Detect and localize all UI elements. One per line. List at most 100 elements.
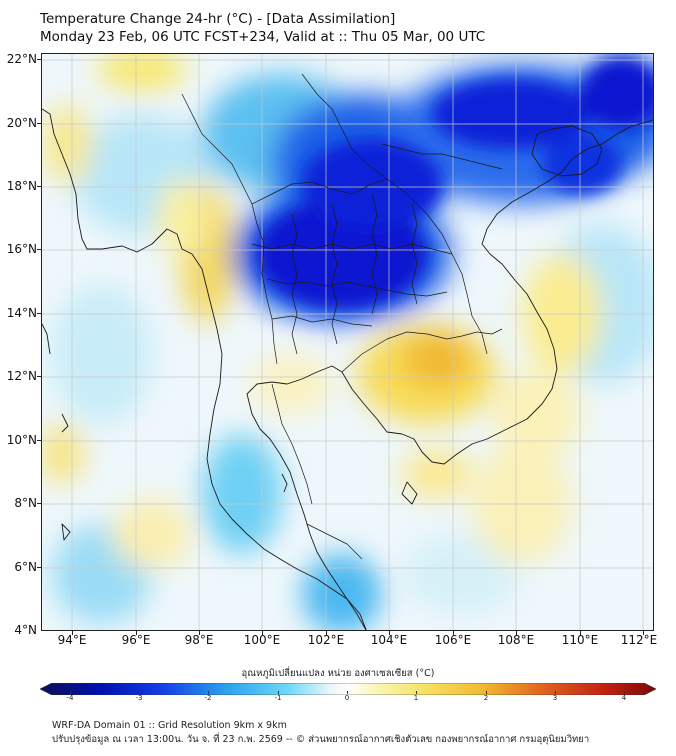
lon-tick [389, 631, 390, 635]
colorbar-label: อุณหภูมิเปลี่ยนแปลง หน่วย องศาเซลเซียส (… [241, 668, 435, 679]
border-line [306, 523, 363, 560]
title-line-1: Temperature Change 24-hr (°C) - [Data As… [40, 11, 396, 27]
map-canvas [42, 54, 653, 630]
lat-tick [37, 123, 41, 124]
andaman-coast [42, 323, 51, 355]
graticule [42, 54, 653, 630]
lon-label: 108°E [497, 633, 535, 647]
colorbar-tick [555, 691, 556, 694]
field-blob [252, 354, 332, 414]
lat-tick [37, 249, 41, 250]
field-blob [42, 104, 92, 184]
lon-tick [326, 631, 327, 635]
lon-tick [136, 631, 137, 635]
lat-label: 16°N [6, 242, 37, 256]
province-line [331, 203, 338, 345]
lat-tick [37, 503, 41, 504]
footer-line-1: WRF-DA Domain 01 :: Grid Resolution 9km … [52, 720, 287, 731]
lat-label: 6°N [14, 560, 37, 574]
colorbar-tick [416, 691, 417, 694]
lat-label: 12°N [6, 369, 37, 383]
field-blob [112, 499, 192, 569]
field-blob [402, 331, 472, 387]
island-coast [281, 473, 288, 493]
field-blob [52, 284, 152, 424]
lat-tick [37, 440, 41, 441]
lat-label: 8°N [14, 496, 37, 510]
lat-tick [37, 59, 41, 60]
lon-tick [199, 631, 200, 635]
lat-tick [37, 313, 41, 314]
field-blob [157, 179, 207, 259]
field-blob [492, 369, 582, 459]
field-blob [42, 424, 84, 484]
colorbar-tick [70, 691, 71, 694]
lon-tick [580, 631, 581, 635]
west-coastline [42, 108, 367, 630]
lon-tick [453, 631, 454, 635]
field-blob [402, 449, 472, 499]
field-blob [542, 134, 622, 194]
lon-label: 100°E [243, 633, 281, 647]
province-line [266, 278, 448, 297]
lon-label: 98°E [184, 633, 214, 647]
lat-tick [37, 567, 41, 568]
border-line [381, 143, 503, 170]
lat-label: 22°N [6, 52, 37, 66]
colorbar-tick-label: -3 [135, 694, 143, 702]
hainan-coast [531, 125, 603, 177]
colorbar-tick [624, 691, 625, 694]
province-line [251, 243, 453, 255]
lat-tick [37, 186, 41, 187]
province-line [371, 193, 378, 315]
chart-title: Temperature Change 24-hr (°C) - [Data As… [40, 10, 485, 46]
colorbar-tick-label: 4 [621, 694, 627, 702]
colorbar-tick-label: 1 [413, 694, 419, 702]
lon-tick [262, 631, 263, 635]
lon-label: 110°E [561, 633, 599, 647]
coastlines [42, 108, 653, 630]
lat-tick [37, 376, 41, 377]
lat-label: 20°N [6, 116, 37, 130]
colorbar-tick-label: 2 [483, 694, 489, 702]
field-blob [432, 79, 592, 149]
lon-label: 94°E [57, 633, 87, 647]
border-line [251, 178, 388, 205]
colorbar-tick-label: -2 [204, 694, 212, 702]
border-line [181, 93, 278, 365]
field-blob [97, 54, 187, 91]
colorbar [39, 680, 657, 696]
field-blob [402, 534, 522, 614]
lon-tick [516, 631, 517, 635]
title-line-2: Monday 23 Feb, 06 UTC FCST+234, Valid at… [40, 29, 486, 45]
temperature-change-map[interactable] [41, 53, 654, 631]
colorbar-tick [486, 691, 487, 694]
border-line [271, 383, 313, 505]
lon-tick [72, 631, 73, 635]
colorbar-tick-label: 0 [344, 694, 350, 702]
footer-line-2: ปรับปรุงข้อมูล ณ เวลา 13:00น. วัน จ. ที่… [52, 734, 590, 745]
lat-label: 10°N [6, 433, 37, 447]
field-blob [582, 59, 653, 129]
colorbar-tick-label: -4 [66, 694, 74, 702]
island-coast [401, 481, 418, 505]
province-line [411, 203, 418, 305]
province-line [271, 315, 373, 327]
borders [181, 73, 503, 560]
colorbar-tick-label: -1 [274, 694, 282, 702]
lat-label: 18°N [6, 179, 37, 193]
colorbar-tick [139, 691, 140, 694]
province-line [291, 213, 298, 355]
colorbar-tick [208, 691, 209, 694]
field-blob [202, 434, 282, 554]
lat-label: 14°N [6, 306, 37, 320]
lon-label: 112°E [620, 633, 658, 647]
east-coastline [246, 119, 653, 630]
lat-label: 4°N [14, 623, 37, 637]
colorbar-tick [278, 691, 279, 694]
colorbar-tick-label: 3 [552, 694, 558, 702]
lon-label: 104°E [370, 633, 408, 647]
lon-label: 106°E [434, 633, 472, 647]
colorbar-tick [347, 691, 348, 694]
field-blob [302, 554, 382, 630]
